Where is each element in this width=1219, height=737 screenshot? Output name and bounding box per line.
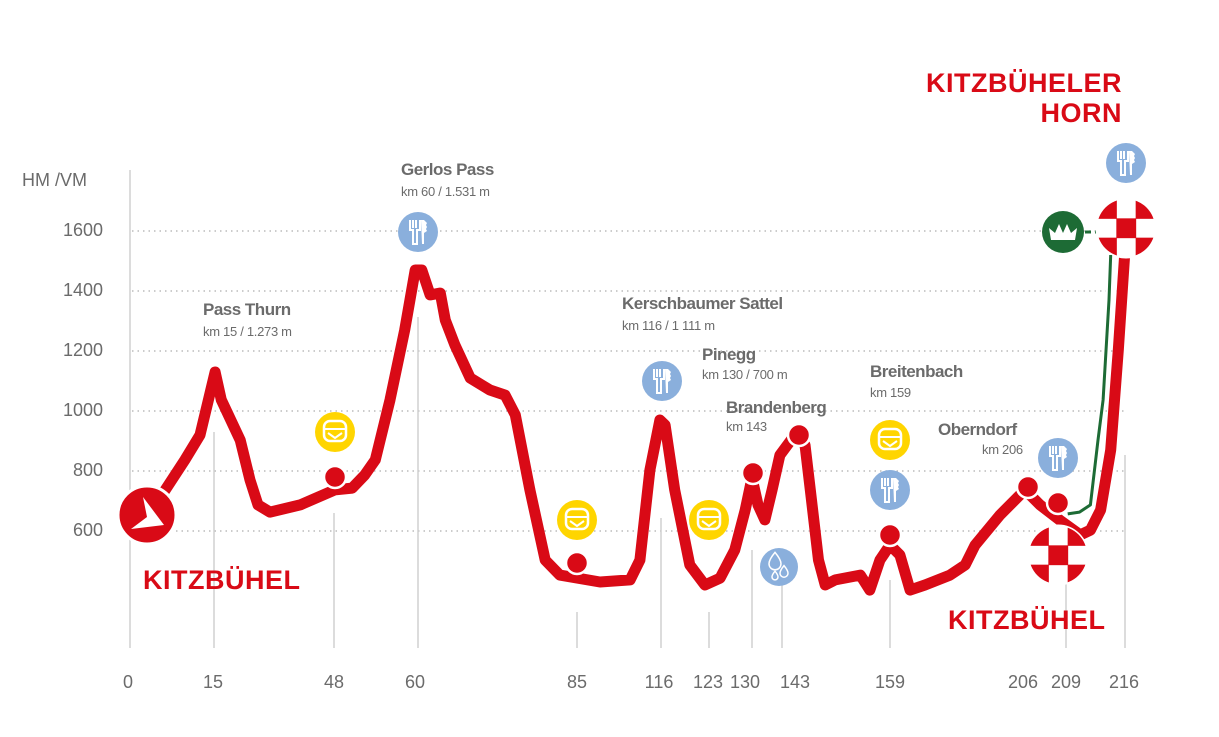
x-tick-label: 15 xyxy=(202,672,224,692)
cable-car-line xyxy=(1067,254,1113,516)
waypoint-name: Oberndorf xyxy=(938,420,1017,439)
water-drop xyxy=(771,570,779,581)
summit-label: KITZBÜHELER xyxy=(926,68,1122,98)
stop-dot xyxy=(564,550,590,576)
x-tick-label: 48 xyxy=(323,672,345,692)
water-drop xyxy=(779,564,789,578)
fork-icon xyxy=(409,220,421,245)
x-tick-label: 85 xyxy=(566,672,588,692)
y-axis-label: HM /VM xyxy=(22,170,87,190)
checker-square xyxy=(1029,526,1049,546)
stop-dot xyxy=(1015,474,1041,500)
x-tick-label: 60 xyxy=(404,672,426,692)
stop-dot xyxy=(786,422,812,448)
fork-icon xyxy=(653,369,665,394)
fork-icon xyxy=(1117,151,1129,176)
waypoint-sub: km 159 xyxy=(870,385,911,400)
fork-icon xyxy=(881,478,893,503)
waypoint-name: Breitenbach xyxy=(870,362,963,381)
x-tick-label: 130 xyxy=(729,672,761,692)
stop-dot xyxy=(877,522,903,548)
waypoint-sub: km 143 xyxy=(726,419,767,434)
bus-body xyxy=(696,507,722,531)
fork-icon xyxy=(1049,446,1061,471)
x-tick-label: 209 xyxy=(1050,672,1082,692)
finish-label: KITZBÜHEL xyxy=(948,605,1106,635)
checker-square xyxy=(1097,199,1117,219)
bus-body xyxy=(564,507,590,531)
waypoint-name: Pinegg xyxy=(702,345,756,364)
waypoint-sub: km 130 / 700 m xyxy=(702,367,788,382)
water-icon xyxy=(760,548,798,586)
checker-square xyxy=(1048,545,1069,566)
water-drop xyxy=(768,551,782,571)
waypoint-name: Pass Thurn xyxy=(203,300,291,319)
bus-body xyxy=(322,419,348,443)
waypoint-name: Gerlos Pass xyxy=(401,160,494,179)
knife-icon xyxy=(665,369,671,393)
bus-icon xyxy=(557,500,597,540)
x-tick-label: 116 xyxy=(644,672,674,692)
x-tick-label: 0 xyxy=(122,672,133,692)
bus-v xyxy=(701,520,717,528)
knife-icon xyxy=(1129,151,1135,175)
bus-icon xyxy=(315,412,355,452)
crown-icon xyxy=(1042,211,1084,253)
waypoint-name: Brandenberg xyxy=(726,398,827,417)
bus-icon xyxy=(870,420,910,460)
waypoint-name: Kerschbaumer Sattel xyxy=(622,294,783,313)
waypoint-sub: km 206 xyxy=(982,442,1023,457)
y-tick-label: 1400 xyxy=(62,280,103,300)
bus-icon xyxy=(689,500,729,540)
x-tick-label: 159 xyxy=(874,672,906,692)
crown-shape xyxy=(1049,224,1077,240)
bus-v xyxy=(882,440,898,448)
x-tick-label: 206 xyxy=(1007,672,1039,692)
stop-dot xyxy=(322,464,348,490)
knife-icon xyxy=(1061,446,1067,470)
y-tick-label: 800 xyxy=(72,460,103,480)
stop-dot xyxy=(1045,490,1071,516)
bus-v xyxy=(569,520,585,528)
y-tick-label: 1600 xyxy=(62,220,103,240)
route-profile-line xyxy=(141,244,1131,596)
knife-icon xyxy=(421,220,427,244)
stop-dot xyxy=(740,460,766,486)
x-tick-label: 216 xyxy=(1108,672,1140,692)
start-arrow xyxy=(131,497,164,529)
y-tick-label: 1000 xyxy=(62,400,103,420)
bus-v xyxy=(327,432,343,440)
y-tick-label: 600 xyxy=(72,520,103,540)
checker-square xyxy=(1116,218,1137,239)
y-tick-label: 1200 xyxy=(62,340,103,360)
waypoint-sub: km 60 / 1.531 m xyxy=(401,184,490,199)
summit-label-2: HORN xyxy=(1040,98,1122,128)
start-label: KITZBÜHEL xyxy=(143,565,301,595)
x-tick-label: 143 xyxy=(779,672,811,692)
x-tick-label: 123 xyxy=(692,672,724,692)
waypoint-sub: km 15 / 1.273 m xyxy=(203,324,292,339)
knife-icon xyxy=(893,478,899,502)
waypoint-sub: km 116 / 1 111 m xyxy=(622,318,715,333)
bus-body xyxy=(877,427,903,451)
